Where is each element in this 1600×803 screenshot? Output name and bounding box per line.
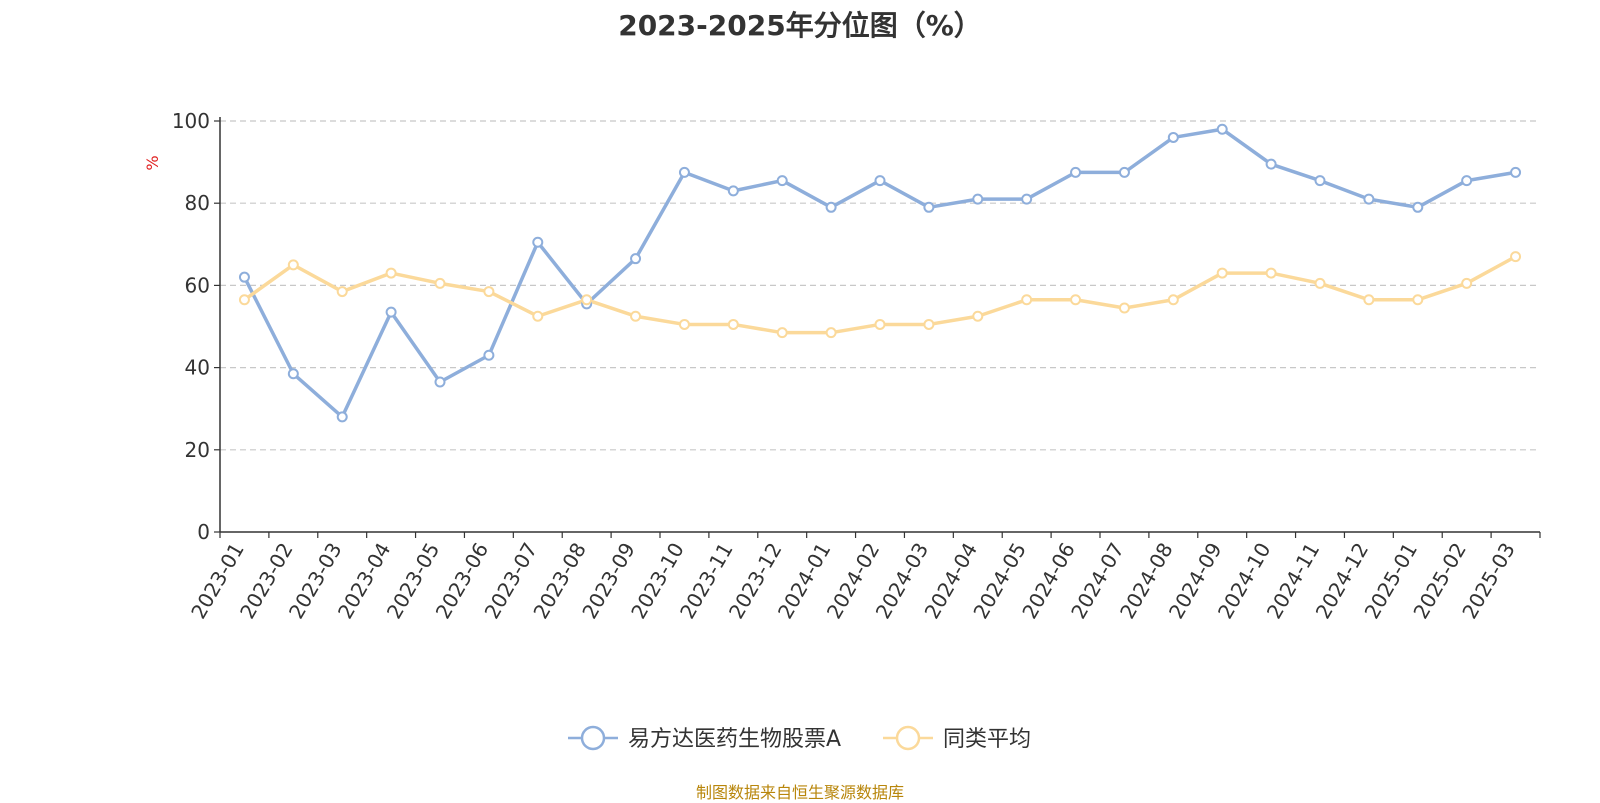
data-point-series-1[interactable]: [1167, 294, 1179, 306]
data-point-series-0[interactable]: [434, 376, 446, 388]
data-point-series-0[interactable]: [1314, 175, 1326, 187]
y-tick-label: 40: [185, 356, 210, 380]
data-point-series-0[interactable]: [678, 166, 690, 178]
data-point-series-0[interactable]: [1118, 166, 1130, 178]
data-point-series-0[interactable]: [1265, 158, 1277, 170]
data-point-series-0[interactable]: [1070, 166, 1082, 178]
data-point-series-1[interactable]: [1265, 267, 1277, 279]
data-point-series-1[interactable]: [1510, 251, 1522, 263]
data-point-series-1[interactable]: [385, 267, 397, 279]
data-point-series-0[interactable]: [238, 271, 250, 283]
legend-label-1[interactable]: 同类平均: [943, 727, 1031, 752]
data-point-series-1[interactable]: [727, 318, 739, 330]
data-point-series-1[interactable]: [336, 286, 348, 298]
legend-marker-1[interactable]: [895, 725, 921, 751]
data-point-series-0[interactable]: [825, 201, 837, 213]
source-note: 制图数据来自恒生聚源数据库: [695, 783, 904, 802]
data-point-series-1[interactable]: [630, 310, 642, 322]
y-axis-unit-label: %: [143, 155, 162, 170]
y-tick-label: 100: [172, 109, 210, 133]
data-point-series-0[interactable]: [287, 368, 299, 380]
data-point-series-1[interactable]: [434, 277, 446, 289]
data-point-series-1[interactable]: [1461, 277, 1473, 289]
data-point-series-1[interactable]: [972, 310, 984, 322]
data-point-series-0[interactable]: [483, 349, 495, 361]
data-point-series-1[interactable]: [678, 318, 690, 330]
data-point-series-0[interactable]: [630, 253, 642, 265]
data-point-series-1[interactable]: [1363, 294, 1375, 306]
legend: 易方达医药生物股票A 同类平均: [568, 725, 1031, 752]
data-point-series-1[interactable]: [287, 259, 299, 271]
series-lines: [238, 123, 1522, 423]
data-point-series-0[interactable]: [532, 236, 544, 248]
data-point-series-0[interactable]: [336, 411, 348, 423]
data-point-series-1[interactable]: [923, 318, 935, 330]
data-point-series-1[interactable]: [483, 286, 495, 298]
data-point-series-0[interactable]: [1363, 193, 1375, 205]
data-point-series-1[interactable]: [874, 318, 886, 330]
data-point-series-1[interactable]: [238, 294, 250, 306]
data-point-series-0[interactable]: [385, 306, 397, 318]
data-point-series-1[interactable]: [776, 327, 788, 339]
y-tick-label: 20: [185, 438, 210, 462]
data-point-series-1[interactable]: [1118, 302, 1130, 314]
data-point-series-0[interactable]: [727, 185, 739, 197]
y-tick-label: 80: [185, 191, 210, 215]
chart-title: 2023-2025年分位图（%）: [618, 9, 982, 42]
data-point-series-0[interactable]: [776, 175, 788, 187]
data-point-series-0[interactable]: [972, 193, 984, 205]
legend-marker-0[interactable]: [580, 725, 606, 751]
y-tick-label: 0: [197, 520, 210, 544]
data-point-series-1[interactable]: [532, 310, 544, 322]
series-line-0: [242, 127, 1518, 419]
data-point-series-0[interactable]: [1167, 131, 1179, 143]
data-point-series-1[interactable]: [1070, 294, 1082, 306]
data-point-series-0[interactable]: [1412, 201, 1424, 213]
grid-lines: [220, 120, 1540, 451]
data-point-series-1[interactable]: [1216, 267, 1228, 279]
data-point-series-0[interactable]: [874, 175, 886, 187]
data-point-series-1[interactable]: [1314, 277, 1326, 289]
data-point-series-0[interactable]: [1021, 193, 1033, 205]
data-point-series-1[interactable]: [825, 327, 837, 339]
data-point-series-1[interactable]: [1021, 294, 1033, 306]
data-point-series-1[interactable]: [1412, 294, 1424, 306]
y-tick-label: 60: [185, 273, 210, 297]
data-point-series-0[interactable]: [1216, 123, 1228, 135]
legend-label-0[interactable]: 易方达医药生物股票A: [628, 727, 841, 752]
data-point-series-0[interactable]: [923, 201, 935, 213]
data-point-series-0[interactable]: [1461, 175, 1473, 187]
data-point-series-1[interactable]: [581, 294, 593, 306]
data-point-series-0[interactable]: [1510, 166, 1522, 178]
